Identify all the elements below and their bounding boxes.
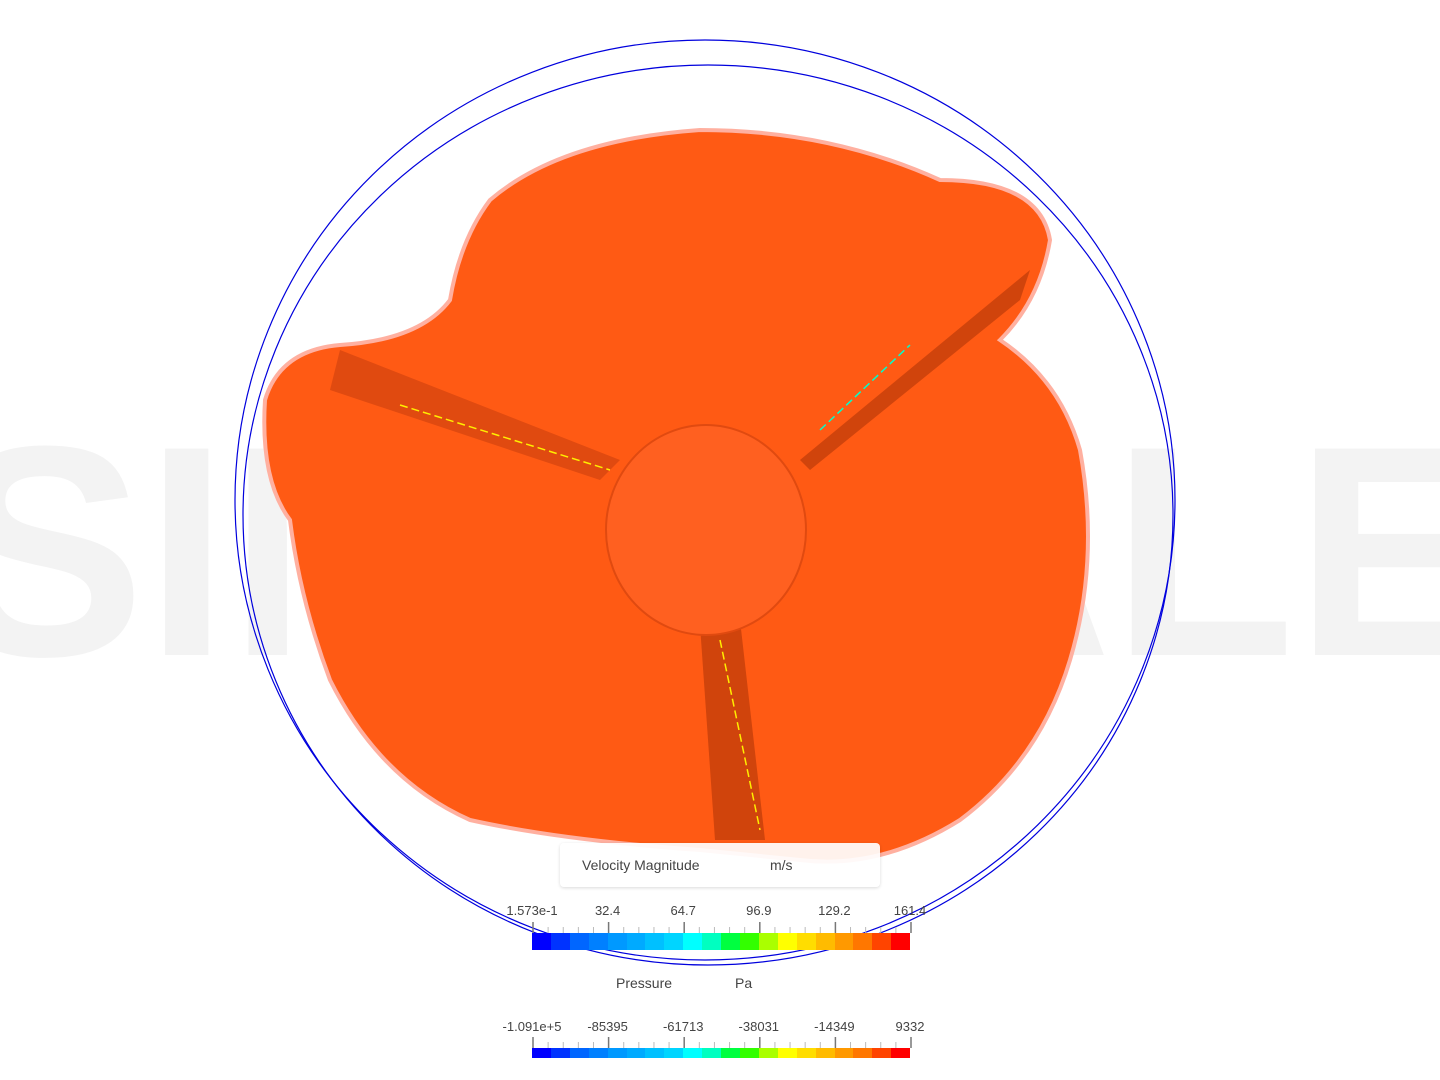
colorbar-segment [569, 933, 589, 950]
colorbar-segment [777, 1048, 797, 1058]
colorbar-segment [872, 933, 892, 950]
legend-tick-label: -38031 [738, 1019, 780, 1034]
colorbar-segment [607, 1048, 627, 1058]
colorbar-segment [569, 1048, 589, 1058]
colorbar-segment [758, 1048, 778, 1058]
colorbar-segment [664, 933, 684, 950]
colorbar-segment [891, 1048, 911, 1058]
colorbar-segment [588, 1048, 608, 1058]
legend-ticks [532, 922, 912, 933]
colorbar-segment [683, 933, 703, 950]
legend-unit: m/s [770, 857, 793, 873]
domain-circle-inner [242, 64, 1174, 966]
colorbar-segment [891, 933, 911, 950]
colorbar-segment [626, 1048, 646, 1058]
blade-1 [330, 350, 620, 480]
legend-tick-label: 64.7 [670, 903, 696, 918]
legend-tick-label: -1.091e+5 [502, 1019, 562, 1034]
legend-tick-label: 32.4 [594, 903, 621, 918]
velocity-legend-panel [560, 843, 880, 887]
legend-tick-label: 161.4 [893, 903, 927, 918]
legend-tick-label: 96.9 [746, 903, 772, 918]
legend-tick-label: 129.2 [818, 903, 851, 918]
colorbar-segment [834, 1048, 854, 1058]
legend-tick-label: -14349 [814, 1019, 855, 1034]
colorbar-segment [739, 1048, 759, 1058]
colorbar-segment [815, 933, 835, 950]
colorbar-segment [532, 933, 551, 950]
colorbar-segment [796, 1048, 816, 1058]
propeller-hub [605, 424, 807, 636]
colorbar [532, 1048, 911, 1058]
legend-title: Pressure [616, 975, 673, 991]
colorbar-segment [739, 933, 759, 950]
colorbar-segment [815, 1048, 835, 1058]
colorbar-segment [758, 933, 778, 950]
colorbar-segment [834, 933, 854, 950]
legend-tick-label: 1.573e-1 [506, 903, 558, 918]
colorbar-segment [645, 1048, 665, 1058]
legend-tick-label: 9332 [895, 1019, 925, 1034]
legend-tick-label: -61713 [662, 1019, 704, 1034]
colorbar-segment [664, 1048, 684, 1058]
colorbar-segment [702, 933, 722, 950]
legend-ticks [532, 1037, 912, 1048]
colorbar-segment [702, 1048, 722, 1058]
blade-3 [700, 620, 765, 840]
legend-tick-label: -85395 [587, 1019, 628, 1034]
colorbar-segment [777, 933, 797, 950]
colorbar-segment [853, 933, 873, 950]
domain-circle-outer [234, 39, 1176, 961]
isosurface [262, 127, 1090, 864]
legend-unit: Pa [735, 975, 753, 991]
blade-2 [800, 270, 1030, 470]
colorbar-segment [532, 1048, 551, 1058]
colorbar-segment [645, 933, 665, 950]
colorbar-segment [721, 1048, 740, 1058]
colorbar-segment [550, 1048, 570, 1058]
colorbar-segment [853, 1048, 873, 1058]
colorbar-segment [588, 933, 608, 950]
colorbar-segment [683, 1048, 703, 1058]
colorbar [532, 933, 911, 950]
colorbar-segment [721, 933, 740, 950]
colorbar-segment [872, 1048, 892, 1058]
legend-title: Velocity Magnitude [582, 857, 700, 873]
colorbar-segment [550, 933, 570, 950]
colorbar-segment [607, 933, 627, 950]
colorbar-segment [626, 933, 646, 950]
colorbar-segment [796, 933, 816, 950]
